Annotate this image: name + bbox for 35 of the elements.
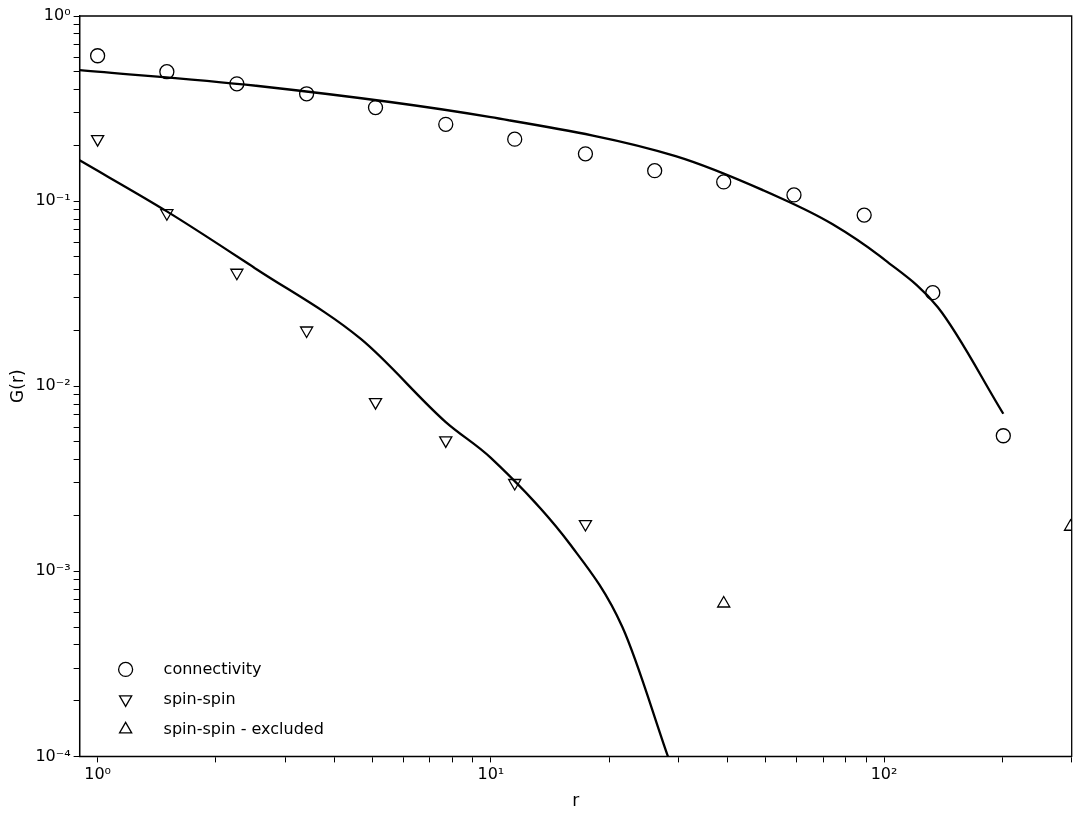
point — [508, 478, 522, 491]
point — [995, 428, 1011, 444]
y-axis-title: G(r) — [6, 369, 27, 403]
point — [298, 86, 315, 102]
point — [439, 436, 453, 448]
x-tick-label: 10² — [870, 764, 898, 784]
y-tick-label: 10⁻² — [35, 375, 71, 395]
x-tick-label: 10⁰ — [84, 764, 111, 784]
x-tick-label: 10¹ — [477, 764, 505, 784]
y-tick-label: 10⁻³ — [35, 560, 71, 580]
point — [507, 131, 523, 147]
point — [856, 207, 872, 223]
point — [230, 268, 244, 281]
point — [367, 99, 384, 116]
point — [647, 163, 663, 179]
point — [577, 146, 594, 162]
legend-label: spin-spin - excluded — [163, 718, 324, 738]
point — [299, 326, 314, 339]
y-tick-label: 10⁻¹ — [35, 190, 71, 210]
point — [89, 48, 106, 64]
point — [160, 209, 174, 221]
point — [229, 76, 245, 92]
legend-label: spin-spin — [163, 688, 236, 708]
point — [90, 135, 105, 147]
point — [786, 187, 802, 203]
point — [716, 174, 732, 190]
point — [925, 285, 941, 301]
point — [578, 519, 593, 532]
y-tick-label: 10⁰ — [43, 5, 71, 25]
x-axis-title: r — [572, 790, 580, 811]
point — [368, 398, 383, 410]
point — [159, 64, 175, 80]
point — [438, 116, 454, 132]
legend-label: connectivity — [163, 658, 262, 678]
y-tick-label: 10⁻⁴ — [35, 745, 71, 765]
